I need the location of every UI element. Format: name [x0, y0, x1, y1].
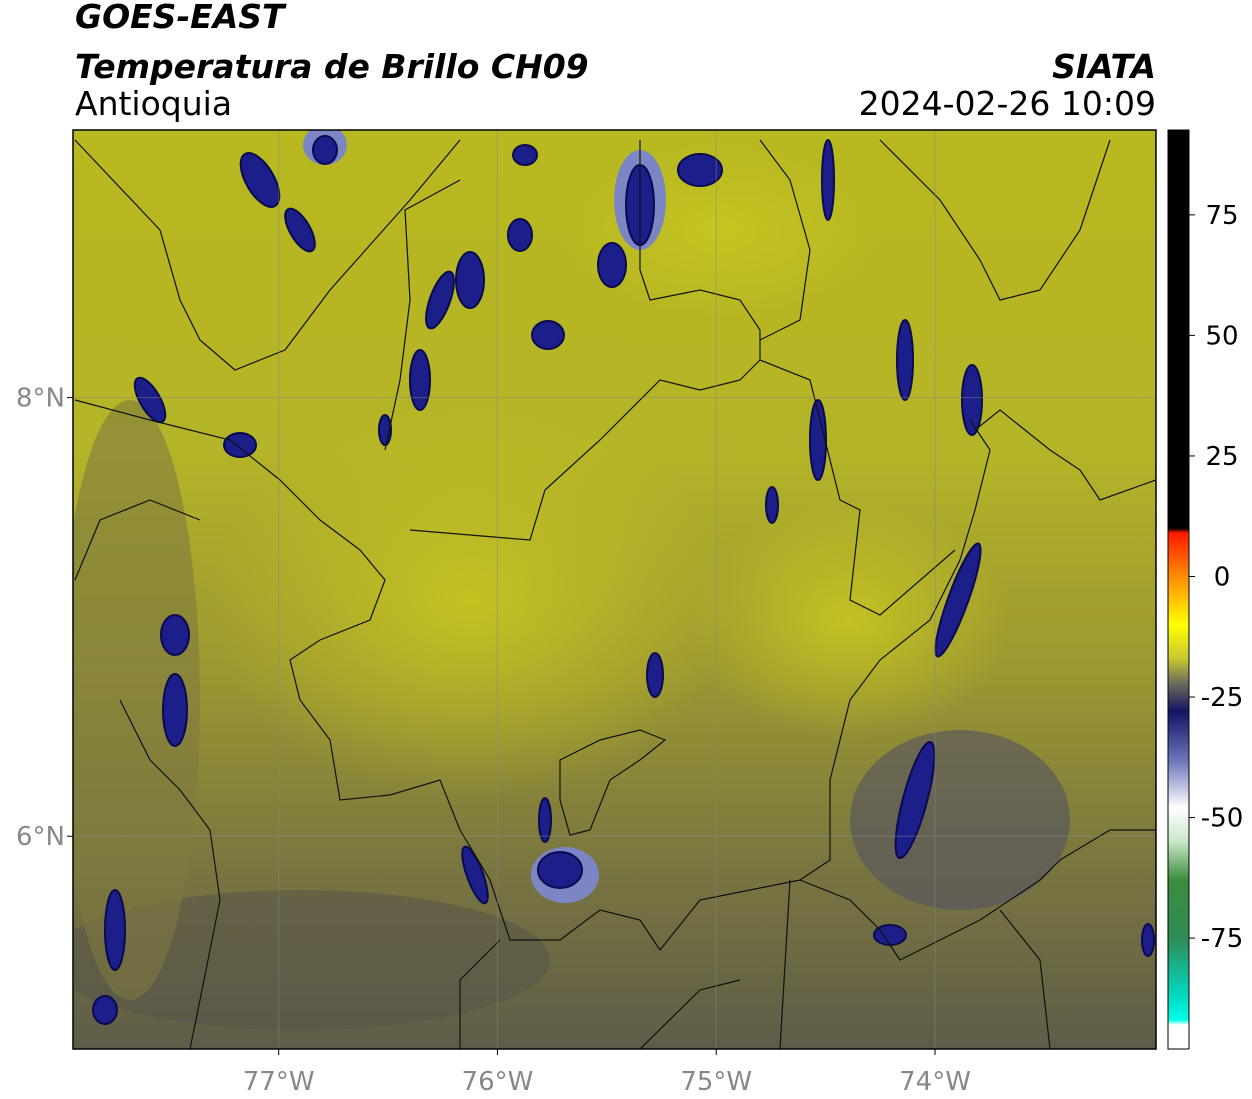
- satellite: GOES-EAST: [75, 0, 287, 36]
- colorbar: [1167, 129, 1190, 1050]
- colorbar-tick-label: 50: [1205, 321, 1238, 351]
- lon-tick-label: 77°W: [243, 1067, 315, 1097]
- product: Temperatura de Brillo CH09: [75, 47, 589, 86]
- colorbar-tick-label: 25: [1205, 442, 1238, 472]
- lon-tick-label: 75°W: [680, 1067, 752, 1097]
- source: SIATA: [1052, 47, 1156, 86]
- colorbar-tick-label: -25: [1201, 683, 1243, 713]
- lon-tick-label: 74°W: [899, 1067, 971, 1097]
- colorbar-tick-label: 75: [1205, 201, 1238, 231]
- map-imagery: [73, 130, 1156, 1049]
- region: Antioquia: [75, 84, 232, 123]
- borders: [74, 139, 1156, 1049]
- lon-tick-label: 76°W: [462, 1067, 534, 1097]
- datetime: 2024-02-26 10:09: [859, 84, 1156, 123]
- map-frame: [72, 129, 1157, 1050]
- colorbar-tick-label: 0: [1214, 562, 1231, 592]
- colorbar-tick-label: -75: [1201, 924, 1243, 954]
- colorbar-tick-label: -50: [1201, 804, 1243, 834]
- lat-tick-label: 6°N: [16, 822, 65, 852]
- lat-tick-label: 8°N: [16, 384, 65, 414]
